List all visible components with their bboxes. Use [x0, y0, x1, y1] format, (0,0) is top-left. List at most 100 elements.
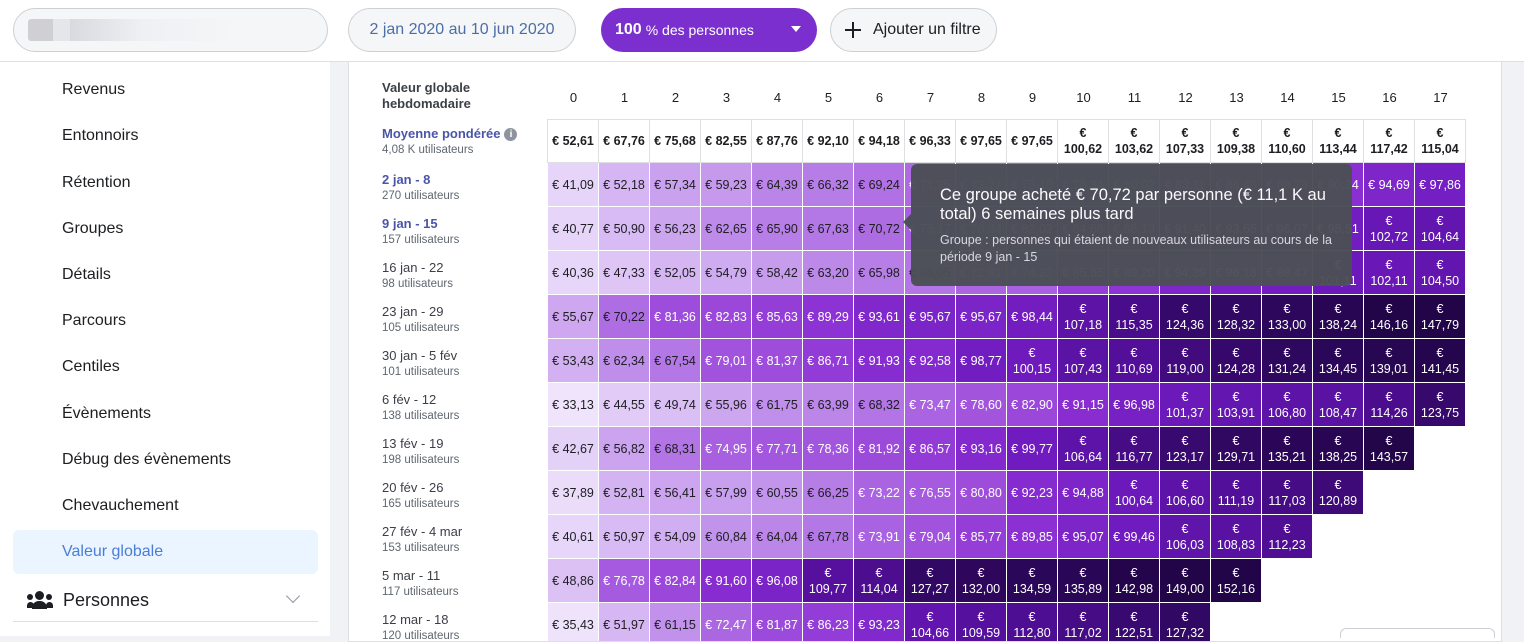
cohort-cell[interactable]: € 40,36	[548, 251, 599, 295]
cohort-cell[interactable]: €107,18	[1058, 295, 1109, 339]
sidebar-group-personnes[interactable]: Personnes	[13, 578, 318, 622]
cohort-cell[interactable]: €111,19	[1211, 471, 1262, 515]
cohort-cell[interactable]: € 54,09	[650, 515, 701, 559]
cohort-cell[interactable]: €100,15	[1007, 339, 1058, 383]
cohort-cell[interactable]: €112,80	[1007, 603, 1058, 641]
cohort-cell[interactable]: € 69,24	[854, 163, 905, 207]
cohort-cell[interactable]: € 98,44	[1007, 295, 1058, 339]
info-icon[interactable]: i	[504, 128, 518, 141]
cohort-cell[interactable]: € 65,98	[854, 251, 905, 295]
cohort-cell[interactable]: €112,23	[1262, 515, 1313, 559]
cohort-cell[interactable]: €152,16	[1211, 559, 1262, 603]
cohort-cell[interactable]: € 82,90	[1007, 383, 1058, 427]
cohort-cell[interactable]: €138,24	[1313, 295, 1364, 339]
cohort-cell[interactable]: € 40,61	[548, 515, 599, 559]
cohort-cell[interactable]: € 33,13	[548, 383, 599, 427]
sidebar-item[interactable]: Centiles	[13, 345, 318, 389]
cohort-cell[interactable]: €146,16	[1364, 295, 1415, 339]
cohort-cell[interactable]: € 37,89	[548, 471, 599, 515]
cohort-cell[interactable]: € 91,60	[701, 559, 752, 603]
cohort-cell[interactable]: €133,00	[1262, 295, 1313, 339]
cohort-cell[interactable]: €106,64	[1058, 427, 1109, 471]
cohort-cell[interactable]: € 61,15	[650, 603, 701, 641]
sidebar-item[interactable]: Chevauchement	[13, 484, 318, 528]
cohort-cell[interactable]: € 47,33	[599, 251, 650, 295]
people-percent-dropdown[interactable]: 100 % des personnes	[601, 8, 817, 52]
sidebar-item[interactable]: Détails	[13, 253, 318, 297]
cohort-cell[interactable]: € 64,04	[752, 515, 803, 559]
cohort-cell[interactable]: € 82,84	[650, 559, 701, 603]
cohort-cell[interactable]: € 77,71	[752, 427, 803, 471]
add-filter-button[interactable]: Ajouter un filtre	[830, 8, 997, 52]
cohort-cell[interactable]: €138,25	[1313, 427, 1364, 471]
cohort-cell[interactable]: € 93,61	[854, 295, 905, 339]
cohort-cell[interactable]: €106,60	[1160, 471, 1211, 515]
cohort-cell[interactable]: € 96,98	[1109, 383, 1160, 427]
cohort-cell[interactable]: € 70,22	[599, 295, 650, 339]
cohort-cell[interactable]: €101,37	[1160, 383, 1211, 427]
cohort-cell[interactable]: €109,59	[956, 603, 1007, 641]
cohort-cell[interactable]: € 65,90	[752, 207, 803, 251]
cohort-cell[interactable]: € 73,47	[905, 383, 956, 427]
cohort-cell[interactable]: € 61,75	[752, 383, 803, 427]
cohort-cell[interactable]: €135,21	[1262, 427, 1313, 471]
chevron-down-icon[interactable]	[285, 588, 301, 604]
date-range-button[interactable]: 2 jan 2020 au 10 jun 2020	[348, 8, 576, 52]
cohort-cell[interactable]: € 94,69	[1364, 163, 1415, 207]
cohort-cell[interactable]: € 79,04	[905, 515, 956, 559]
cohort-cell[interactable]: € 48,86	[548, 559, 599, 603]
cohort-cell[interactable]: €117,02	[1058, 603, 1109, 641]
cohort-cell[interactable]: €103,91	[1211, 383, 1262, 427]
cohort-cell[interactable]: €108,83	[1211, 515, 1262, 559]
cohort-cell[interactable]: €100,64	[1109, 471, 1160, 515]
cohort-cell[interactable]: € 60,55	[752, 471, 803, 515]
cohort-cell[interactable]: €104,64	[1415, 207, 1466, 251]
cohort-cell[interactable]: € 72,47	[701, 603, 752, 641]
cohort-cell[interactable]: € 42,67	[548, 427, 599, 471]
cohort-cell[interactable]: € 52,18	[599, 163, 650, 207]
sidebar-item[interactable]: Revenus	[13, 68, 318, 112]
cohort-cell[interactable]: €107,43	[1058, 339, 1109, 383]
cohort-cell[interactable]: €147,79	[1415, 295, 1466, 339]
cohort-cell[interactable]: € 82,83	[701, 295, 752, 339]
cohort-cell[interactable]: €124,28	[1211, 339, 1262, 383]
cohort-cell[interactable]: € 62,65	[701, 207, 752, 251]
cohort-cell[interactable]: € 89,29	[803, 295, 854, 339]
cohort-cell[interactable]: €109,77	[803, 559, 854, 603]
cohort-cell[interactable]: € 96,08	[752, 559, 803, 603]
cohort-cell[interactable]: € 67,54	[650, 339, 701, 383]
cohort-cell[interactable]: € 91,15	[1058, 383, 1109, 427]
cohort-cell[interactable]: € 52,05	[650, 251, 701, 295]
cohort-cell[interactable]: € 52,81	[599, 471, 650, 515]
cohort-cell[interactable]: € 41,09	[548, 163, 599, 207]
cohort-cell[interactable]: €128,32	[1211, 295, 1262, 339]
cohort-cell[interactable]: € 81,37	[752, 339, 803, 383]
cohort-cell[interactable]: €127,32	[1160, 603, 1211, 641]
cohort-cell[interactable]: € 89,85	[1007, 515, 1058, 559]
cohort-cell[interactable]: €115,35	[1109, 295, 1160, 339]
sidebar-item[interactable]: Valeur globale	[13, 530, 318, 574]
account-selector[interactable]	[13, 8, 328, 52]
cohort-cell[interactable]: € 94,88	[1058, 471, 1109, 515]
cohort-cell[interactable]: € 53,43	[548, 339, 599, 383]
cohort-cell[interactable]: € 70,72	[854, 207, 905, 251]
cohort-cell[interactable]: €102,11	[1364, 251, 1415, 295]
cohort-cell[interactable]: € 67,78	[803, 515, 854, 559]
cohort-cell[interactable]: € 57,99	[701, 471, 752, 515]
cohort-cell[interactable]: € 97,86	[1415, 163, 1466, 207]
cohort-cell[interactable]: € 76,78	[599, 559, 650, 603]
cohort-cell[interactable]: € 55,67	[548, 295, 599, 339]
cohort-cell[interactable]: €122,51	[1109, 603, 1160, 641]
cohort-cell[interactable]: € 86,57	[905, 427, 956, 471]
cohort-cell[interactable]: € 40,77	[548, 207, 599, 251]
cohort-cell[interactable]: €108,47	[1313, 383, 1364, 427]
cohort-cell[interactable]: €119,00	[1160, 339, 1211, 383]
cohort-cell[interactable]: € 93,16	[956, 427, 1007, 471]
cohort-cell[interactable]: € 99,46	[1109, 515, 1160, 559]
cohort-cell[interactable]: €102,72	[1364, 207, 1415, 251]
cohort-cell[interactable]: € 50,90	[599, 207, 650, 251]
cohort-cell[interactable]: € 95,67	[905, 295, 956, 339]
cohort-cell[interactable]: €106,80	[1262, 383, 1313, 427]
sidebar-item[interactable]: Parcours	[13, 299, 318, 343]
cohort-cell[interactable]: €143,57	[1364, 427, 1415, 471]
